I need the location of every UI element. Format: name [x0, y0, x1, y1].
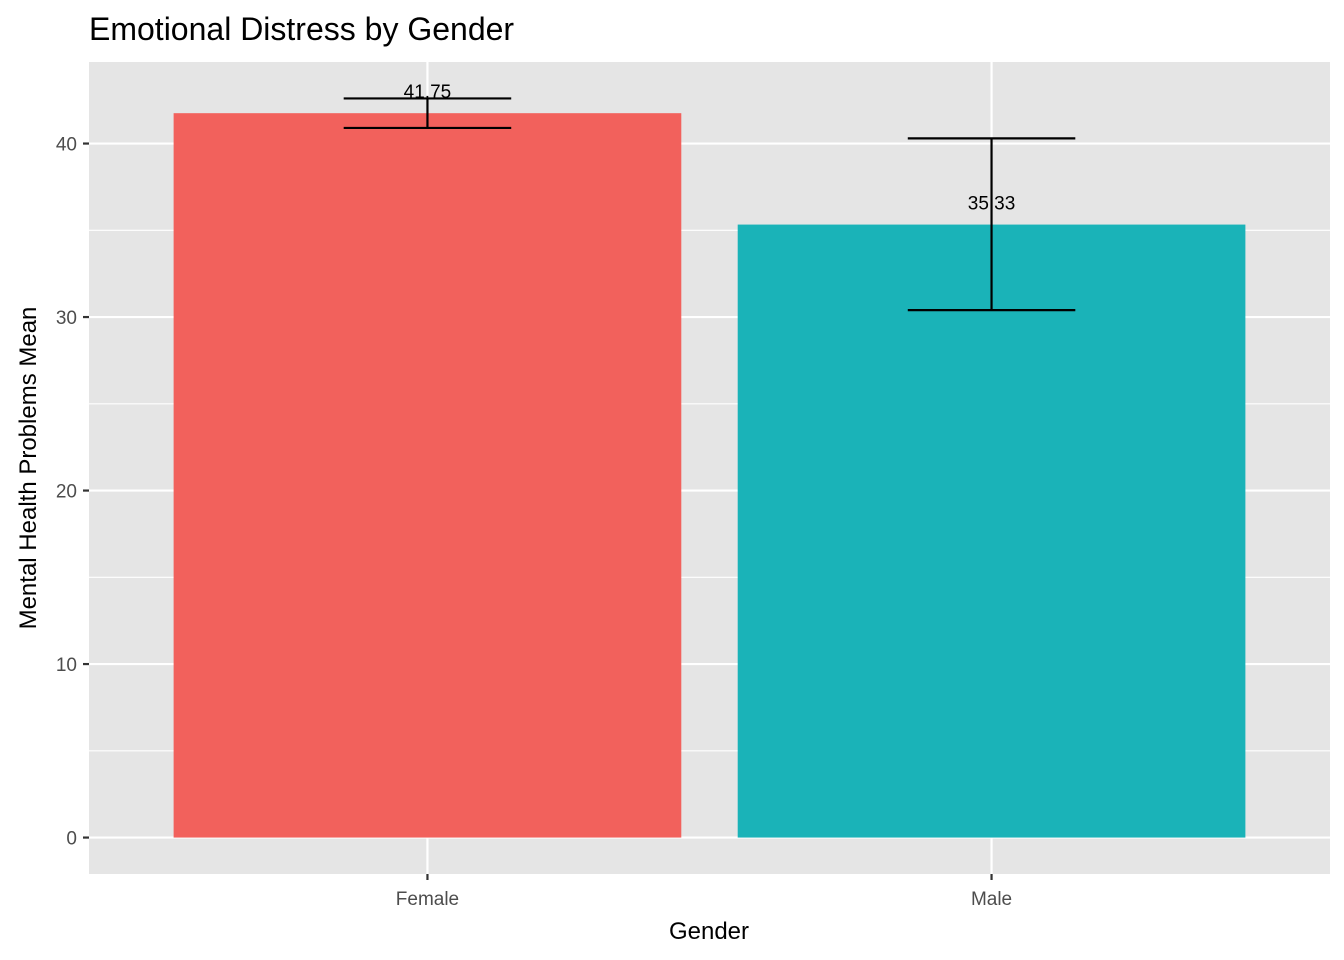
bars-group	[173, 113, 1246, 838]
error-bars-group	[343, 97, 1076, 312]
data-label: 41.75	[404, 82, 452, 103]
y-tick-label: 30	[56, 308, 77, 329]
y-tick-label: 0	[66, 829, 77, 850]
error-bar	[343, 97, 512, 130]
bar-female	[173, 113, 682, 838]
x-tick-label: Male	[971, 889, 1012, 910]
data-labels-group: 41.75 35.33	[404, 82, 1016, 214]
y-tick-label: 10	[56, 655, 77, 676]
chart-title: Emotional Distress by Gender	[89, 11, 514, 47]
data-label: 35.33	[968, 194, 1016, 215]
y-axis-title: Mental Health Problems Mean	[15, 307, 42, 630]
x-axis-title: Gender	[669, 918, 749, 945]
bar-male	[737, 224, 1246, 838]
x-tick-label: Female	[396, 889, 459, 910]
x-axis: Female Male	[396, 874, 1012, 910]
y-axis: 0 10 20 30 40	[56, 135, 89, 850]
error-bar	[907, 137, 1076, 312]
y-tick-label: 20	[56, 482, 77, 503]
y-tick-label: 40	[56, 135, 77, 156]
